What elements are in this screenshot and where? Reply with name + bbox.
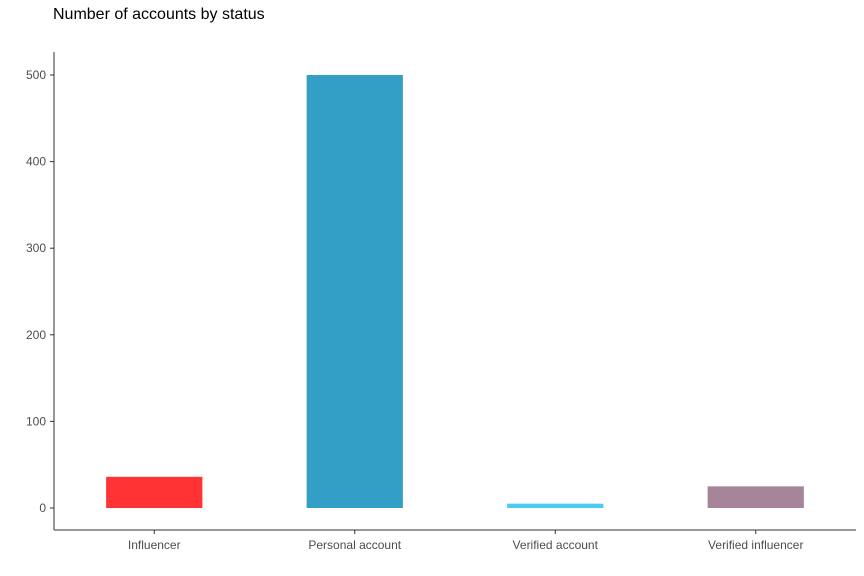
x-tick-label: Personal account bbox=[308, 538, 401, 552]
chart-title: Number of accounts by status bbox=[53, 6, 265, 23]
bar-verified-influencer bbox=[707, 486, 804, 508]
x-tick-label: Verified account bbox=[513, 538, 599, 552]
x-axis-ticks: Influencer Personal account Verified accou… bbox=[128, 530, 803, 552]
bar-influencer bbox=[106, 476, 203, 508]
y-tick-label: 100 bbox=[26, 414, 46, 428]
y-axis-ticks: 0 100 200 300 400 500 bbox=[26, 68, 54, 515]
bar-personal-account bbox=[306, 75, 403, 508]
y-tick-label: 300 bbox=[26, 241, 46, 255]
x-tick-label: Influencer bbox=[128, 538, 181, 552]
y-tick-label: 200 bbox=[26, 328, 46, 342]
bars-layer bbox=[106, 75, 804, 508]
y-tick-label: 500 bbox=[26, 68, 46, 82]
bar-verified-account bbox=[507, 503, 604, 508]
x-tick-label: Verified influencer bbox=[708, 538, 803, 552]
y-tick-label: 0 bbox=[39, 501, 46, 515]
y-tick-label: 400 bbox=[26, 155, 46, 169]
